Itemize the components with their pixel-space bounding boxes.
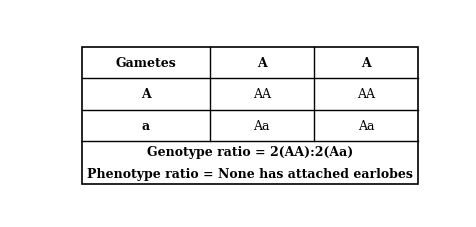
Text: Aa: Aa [253,119,269,132]
Text: Phenotype ratio = None has attached earlobes: Phenotype ratio = None has attached earl… [87,168,412,180]
Text: A: A [140,88,150,101]
Text: A: A [360,57,370,70]
Text: AA: AA [357,88,374,101]
Bar [82,48,417,185]
Text: Aa: Aa [357,119,374,132]
Text: AA: AA [252,88,270,101]
Text: A: A [257,57,266,70]
Text: a: a [141,119,149,132]
Text: Gametes: Gametes [115,57,176,70]
Text: Genotype ratio = 2(AA):2(Aa): Genotype ratio = 2(AA):2(Aa) [147,145,352,158]
